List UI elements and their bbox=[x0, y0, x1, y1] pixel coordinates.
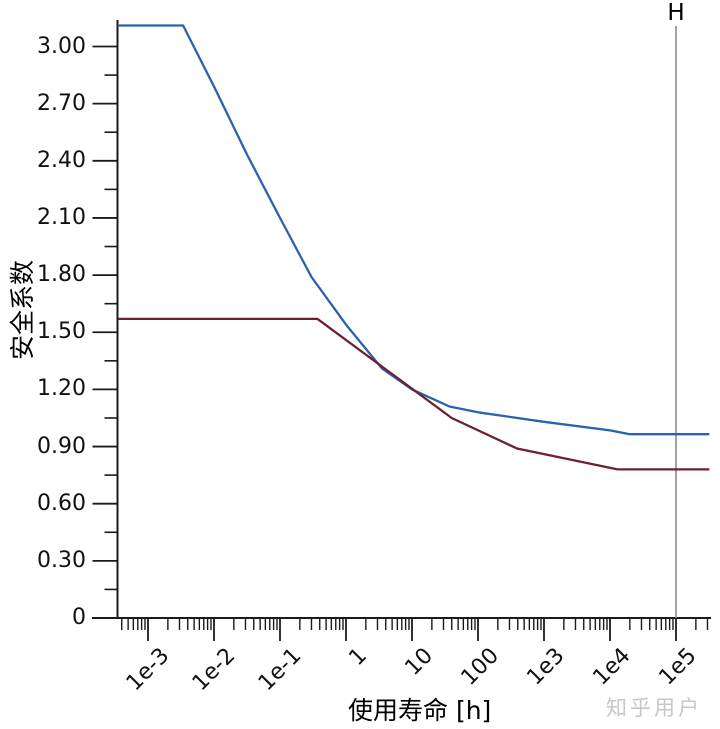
y-tick-label: 0.90 bbox=[37, 433, 86, 459]
y-tick-label: 2.70 bbox=[37, 90, 86, 116]
y-tick-label: 2.10 bbox=[37, 204, 86, 230]
y-tick-label: 1.50 bbox=[37, 319, 86, 345]
y-tick-label: 2.40 bbox=[37, 147, 86, 173]
lower-safety-curve bbox=[117, 317, 710, 471]
h-annotation-label: H bbox=[667, 0, 685, 26]
y-tick-label: 0.60 bbox=[37, 490, 86, 516]
y-axis-title: 安全系数 bbox=[8, 259, 37, 361]
watermark-text: 知乎用户 bbox=[606, 696, 702, 720]
y-tick-label: 3.00 bbox=[37, 33, 86, 59]
upper-safety-curve bbox=[117, 24, 710, 436]
y-tick-label: 1.20 bbox=[37, 376, 86, 402]
y-tick-label: 0.30 bbox=[37, 547, 86, 573]
x-axis-title: 使用寿命 [h] bbox=[348, 696, 492, 725]
y-tick-label: 0 bbox=[72, 605, 86, 630]
y-tick-label: 1.80 bbox=[37, 262, 86, 288]
